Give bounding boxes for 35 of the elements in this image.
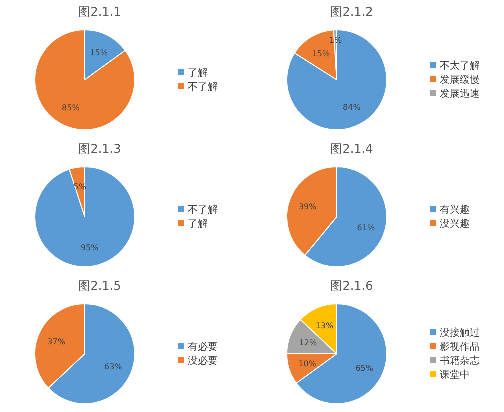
chart-title: 图2.1.2 [330,5,374,19]
legend-label: 有兴趣 [440,204,470,216]
data-label: 65% [356,364,374,374]
legend-label: 没必要 [188,355,218,367]
legend-label: 了解 [188,219,208,230]
data-label: 39% [298,202,318,212]
legend-label: 没兴趣 [440,218,470,230]
legend-label: 了解 [188,68,208,79]
data-label: 95% [80,244,100,253]
legend-label: 发展缓慢 [440,74,480,86]
data-label: 61% [357,224,376,232]
legend-label: 有必要 [188,341,218,353]
legend-label: 课堂中 [440,369,470,381]
data-label: 12% [299,338,318,348]
chart-title: 图2.1.3 [78,142,122,156]
chart-title: 图2.1.1 [78,5,122,19]
legend-label: 不太了解 [440,60,480,72]
data-label: 15% [312,49,331,58]
data-label: 13% [316,322,334,331]
data-label: 15% [90,48,108,58]
data-label: 37% [48,338,66,347]
data-label: 10% [298,360,317,369]
chart-title: 图2.1.4 [330,142,374,156]
data-label: 85% [62,104,80,113]
legend-label: 不了解 [188,205,218,216]
chart-title: 图2.1.6 [330,279,374,293]
legend-label: 没接触过 [440,327,480,339]
data-label: 84% [343,103,362,112]
chart-title: 图2.1.5 [78,279,122,293]
legend-label: 不了解 [188,82,218,93]
legend-label: 发展迅速 [440,88,480,100]
legend-label: 影视作品 [440,341,480,353]
data-label: 63% [104,362,123,372]
data-label: 1% [329,36,342,46]
legend-label: 书籍杂志 [440,355,480,367]
